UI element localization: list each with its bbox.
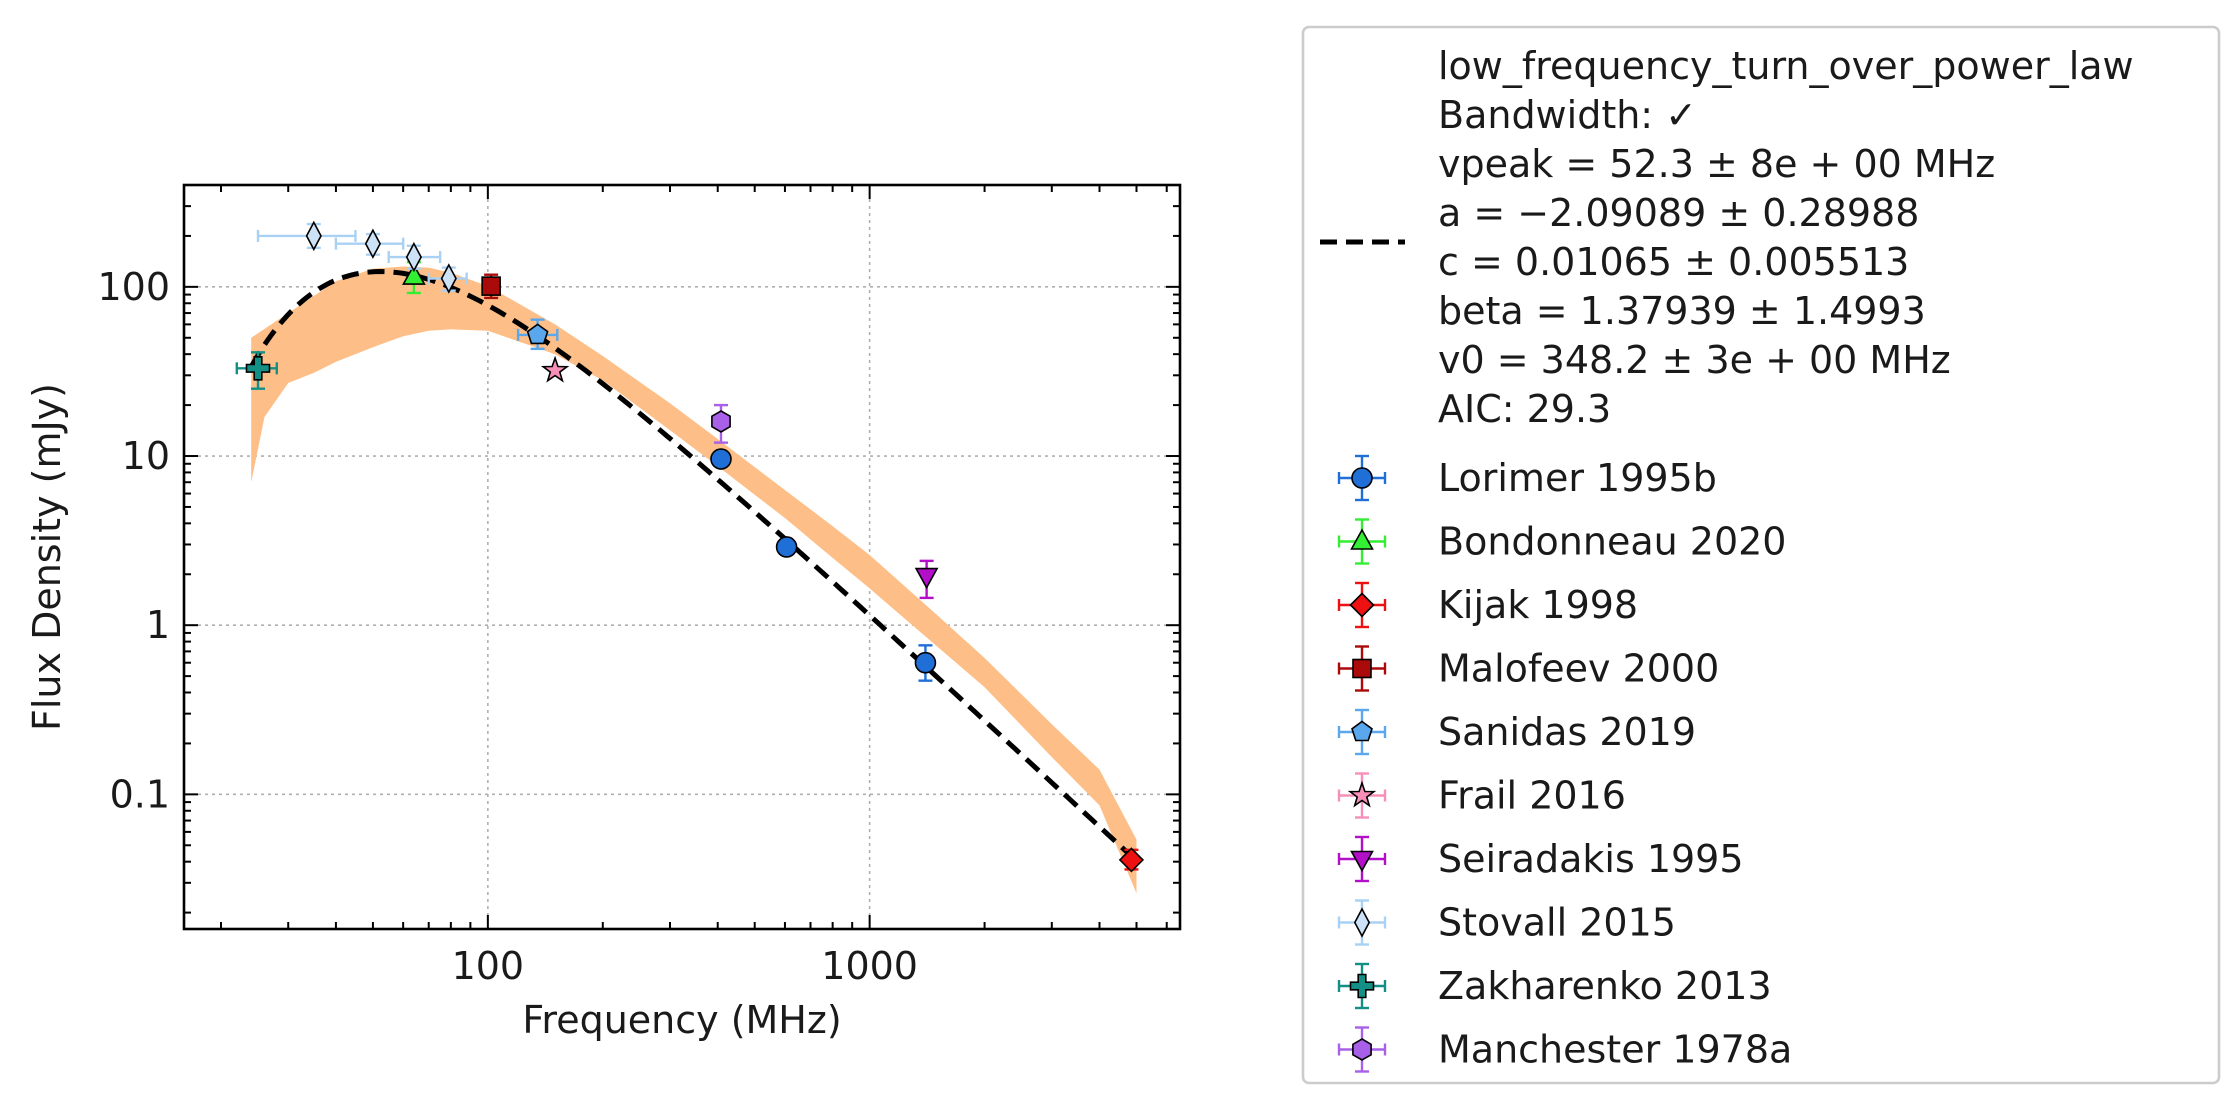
x-tick-label: 100 bbox=[452, 944, 525, 988]
legend-entry-stovall-2015: Stovall 2015 bbox=[1337, 899, 1676, 946]
legend-fit-line: AIC: 29.3 bbox=[1438, 387, 1611, 431]
data-point bbox=[481, 276, 501, 296]
legend-label: Seiradakis 1995 bbox=[1438, 837, 1744, 881]
legend-fit-line: Bandwidth: ✓ bbox=[1438, 93, 1697, 137]
series-stovall-2015 bbox=[256, 220, 468, 294]
series-kijak-1998 bbox=[1118, 847, 1145, 873]
data-point bbox=[305, 220, 322, 252]
legend-label: Frail 2016 bbox=[1438, 774, 1626, 818]
data-point bbox=[405, 241, 423, 273]
data-point bbox=[245, 355, 271, 381]
axis-ticks: 100 1000 0.1 1 10 100 bbox=[97, 184, 1180, 988]
legend-label: Manchester 1978a bbox=[1438, 1028, 1792, 1072]
legend-entry-frail-2016: Frail 2016 bbox=[1337, 772, 1626, 819]
legend: low_frequency_turn_over_power_law Bandwid… bbox=[1301, 25, 2221, 1085]
legend-marker bbox=[1351, 720, 1373, 742]
legend-label: Sanidas 2019 bbox=[1438, 710, 1696, 754]
series-seiradakis-1995 bbox=[914, 559, 939, 600]
legend-label: Bondonneau 2020 bbox=[1438, 520, 1786, 564]
legend-marker bbox=[1353, 907, 1371, 938]
legend-label: Malofeev 2000 bbox=[1438, 647, 1719, 691]
legend-fit-line: a = −2.09089 ± 0.28988 bbox=[1438, 191, 1919, 235]
legend-fit-line: v0 = 348.2 ± 3e + 00 MHz bbox=[1438, 338, 1951, 382]
legend-fit-line: beta = 1.37939 ± 1.4993 bbox=[1438, 289, 1926, 333]
legend-entry-kijak-1998: Kijak 1998 bbox=[1337, 581, 1638, 629]
legend-fit-line: low_frequency_turn_over_power_law bbox=[1438, 44, 2134, 88]
data-point bbox=[1118, 847, 1145, 873]
series-sanidas-2019 bbox=[516, 318, 559, 351]
x-tick-label: 1000 bbox=[821, 944, 918, 988]
legend-marker bbox=[1352, 658, 1372, 679]
legend-entry-zakharenko-2013: Zakharenko 2013 bbox=[1337, 962, 1772, 1010]
legend-frame bbox=[1301, 25, 2221, 1085]
series-malofeev-2000 bbox=[481, 273, 501, 300]
legend-marker bbox=[1350, 850, 1374, 873]
legend-entry-seiradakis-1995: Seiradakis 1995 bbox=[1337, 835, 1744, 883]
legend-label: Stovall 2015 bbox=[1438, 901, 1676, 945]
data-point bbox=[364, 228, 382, 259]
legend-entry-bondonneau-2020: Bondonneau 2020 bbox=[1337, 518, 1786, 565]
legend-label: Kijak 1998 bbox=[1438, 583, 1638, 627]
y-tick-label: 1 bbox=[146, 603, 170, 647]
data-point bbox=[914, 651, 937, 674]
data-point bbox=[440, 263, 457, 294]
fit-curve bbox=[249, 268, 1134, 859]
legend-entry-malofeev-2000: Malofeev 2000 bbox=[1337, 645, 1719, 692]
series-frail-2016 bbox=[540, 355, 570, 383]
data-point bbox=[540, 355, 570, 383]
legend-marker bbox=[1349, 973, 1375, 999]
legend-entry-sanidas-2019: Sanidas 2019 bbox=[1337, 708, 1696, 756]
y-tick-label: 10 bbox=[122, 434, 170, 478]
legend-marker bbox=[1350, 528, 1374, 550]
legend-fit-line: vpeak = 52.3 ± 8e + 00 MHz bbox=[1438, 142, 1995, 186]
legend-label: Zakharenko 2013 bbox=[1438, 964, 1772, 1008]
legend-label: Lorimer 1995b bbox=[1438, 456, 1717, 500]
legend-series-entries: Lorimer 1995b Bondonneau 2020 Kijak 1998 Ma… bbox=[1337, 454, 1792, 1073]
legend-marker bbox=[1352, 1038, 1372, 1061]
series-manchester-1978a bbox=[711, 403, 731, 444]
data-points-layer bbox=[235, 220, 1145, 873]
data-point bbox=[402, 263, 426, 285]
series-lorimer-1995b bbox=[710, 448, 937, 682]
fit-line-layer bbox=[249, 268, 1134, 859]
plot-frame bbox=[182, 183, 1182, 931]
data-point bbox=[775, 536, 798, 558]
data-point bbox=[710, 448, 732, 470]
x-axis-title: Frequency (MHz) bbox=[522, 998, 841, 1042]
y-tick-label: 0.1 bbox=[110, 772, 170, 816]
legend-entry-lorimer-1995b: Lorimer 1995b bbox=[1337, 454, 1717, 502]
data-point bbox=[526, 323, 549, 345]
legend-fit-line: c = 0.01065 ± 0.005513 bbox=[1438, 240, 1909, 284]
data-point bbox=[711, 410, 731, 433]
legend-entry-manchester-1978a: Manchester 1978a bbox=[1337, 1026, 1792, 1073]
fit-uncertainty-band bbox=[251, 266, 1137, 894]
fit-uncertainty-band-layer bbox=[251, 266, 1137, 894]
legend-marker bbox=[1349, 592, 1375, 618]
legend-marker bbox=[1347, 780, 1377, 808]
legend-fit-entry: low_frequency_turn_over_power_law Bandwid… bbox=[1320, 44, 2134, 431]
series-zakharenko-2013 bbox=[235, 351, 278, 390]
legend-marker bbox=[1351, 467, 1373, 489]
y-axis-title: Flux Density (mJy) bbox=[25, 383, 69, 731]
y-tick-label: 100 bbox=[97, 265, 170, 309]
data-point bbox=[914, 567, 939, 590]
